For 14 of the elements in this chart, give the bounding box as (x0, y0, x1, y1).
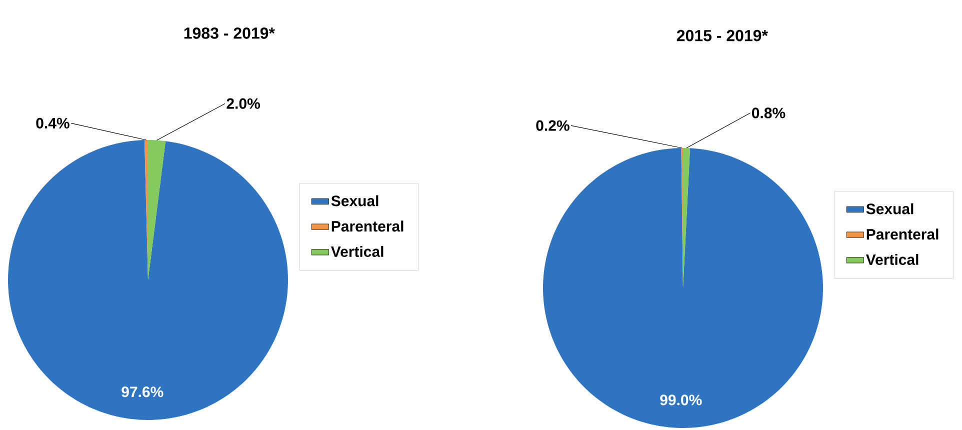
data-label: 97.6% (122, 386, 164, 398)
data-label: 0.2% (536, 120, 570, 131)
data-label: 2.0% (226, 98, 260, 109)
chart-title: 1983 - 2019* (184, 28, 275, 39)
data-label: 0.4% (36, 118, 70, 128)
legend-label: Vertical (866, 254, 918, 265)
data-label: 99.0% (660, 394, 702, 406)
legend-label: Sexual (866, 203, 914, 214)
chart-title: 2015 - 2019* (676, 30, 768, 42)
legend-label: Sexual (331, 195, 378, 206)
legend-label: Vertical (330, 246, 384, 257)
legend-label: Parenteral (332, 220, 404, 232)
legend-label: Parenteral (866, 228, 938, 240)
data-label: 0.8% (752, 108, 786, 118)
